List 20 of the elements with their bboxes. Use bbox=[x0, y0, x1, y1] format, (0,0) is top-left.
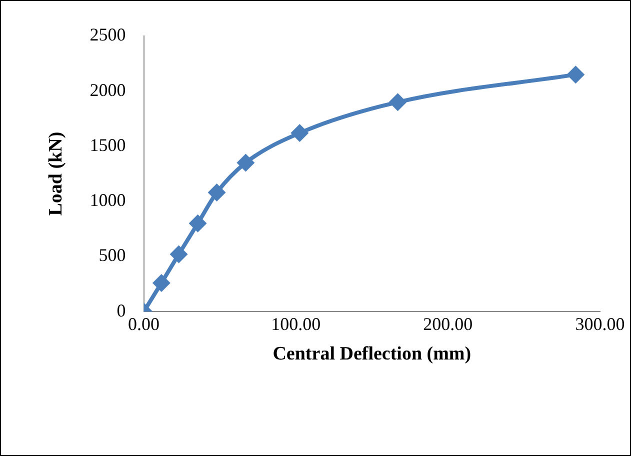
point bbox=[388, 93, 407, 112]
x-tick-label: 0.00 bbox=[128, 314, 160, 334]
y-tick-label: 500 bbox=[98, 245, 126, 266]
y-tick-label: 2000 bbox=[90, 80, 126, 100]
point bbox=[188, 214, 207, 232]
y-axis-title: Load (kN) bbox=[45, 132, 66, 216]
y-tick-label: 2500 bbox=[90, 24, 126, 45]
y-tick-label: 1500 bbox=[90, 134, 126, 155]
x-tick-label: 200.00 bbox=[423, 314, 473, 334]
point bbox=[152, 274, 170, 292]
x-tick-label: 100.00 bbox=[271, 314, 321, 334]
y-tick-label: 0 bbox=[116, 300, 126, 320]
point bbox=[566, 66, 585, 84]
x-axis-title: Central Deflection (mm) bbox=[272, 344, 472, 365]
point bbox=[208, 184, 226, 202]
point bbox=[170, 245, 188, 264]
point bbox=[290, 124, 309, 142]
point bbox=[236, 154, 255, 172]
y-tick-label: 1000 bbox=[90, 190, 126, 210]
x-tick-label: 300.00 bbox=[575, 314, 625, 334]
